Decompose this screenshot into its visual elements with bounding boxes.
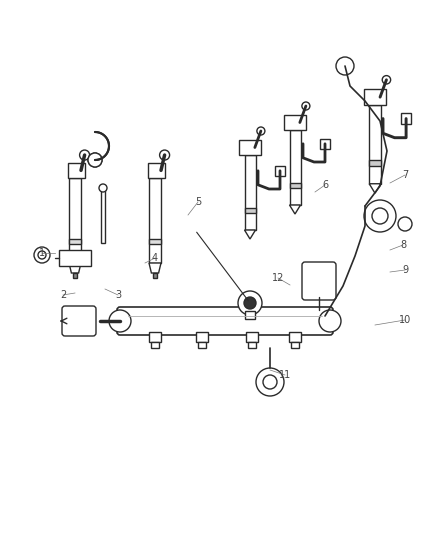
- Text: 2: 2: [60, 290, 66, 300]
- Circle shape: [319, 310, 341, 332]
- Circle shape: [159, 150, 170, 160]
- Text: 3: 3: [115, 290, 121, 300]
- Circle shape: [88, 153, 102, 167]
- Text: 1: 1: [39, 248, 45, 258]
- Bar: [364, 89, 386, 105]
- Bar: [239, 140, 261, 155]
- Bar: [246, 332, 258, 342]
- Bar: [320, 139, 330, 149]
- Bar: [149, 239, 161, 244]
- Polygon shape: [149, 263, 161, 273]
- Bar: [148, 163, 165, 178]
- Text: 8: 8: [400, 240, 406, 250]
- Bar: [69, 178, 81, 263]
- Bar: [290, 182, 300, 188]
- Text: 12: 12: [272, 273, 284, 283]
- Polygon shape: [244, 230, 255, 239]
- Bar: [68, 163, 85, 178]
- Bar: [153, 273, 157, 278]
- Circle shape: [38, 251, 46, 259]
- Text: 5: 5: [195, 197, 201, 207]
- Bar: [151, 342, 159, 348]
- Bar: [149, 178, 161, 263]
- Bar: [290, 130, 300, 205]
- Bar: [244, 155, 255, 230]
- Circle shape: [34, 247, 50, 263]
- Circle shape: [88, 153, 102, 167]
- Bar: [149, 332, 161, 342]
- Bar: [245, 311, 255, 319]
- Bar: [101, 188, 105, 243]
- Circle shape: [257, 127, 265, 135]
- Bar: [198, 342, 206, 348]
- Circle shape: [398, 217, 412, 231]
- Text: 10: 10: [399, 315, 411, 325]
- FancyBboxPatch shape: [302, 262, 336, 300]
- FancyBboxPatch shape: [62, 306, 96, 336]
- Text: 9: 9: [402, 265, 408, 275]
- Text: 7: 7: [402, 170, 408, 180]
- Circle shape: [80, 150, 90, 160]
- Circle shape: [109, 310, 131, 332]
- Bar: [369, 105, 381, 184]
- Text: 4: 4: [152, 253, 158, 263]
- Text: 11: 11: [279, 370, 291, 380]
- Bar: [291, 342, 299, 348]
- Circle shape: [364, 200, 396, 232]
- Text: 6: 6: [322, 180, 328, 190]
- Bar: [289, 332, 301, 342]
- Circle shape: [302, 102, 310, 110]
- Circle shape: [256, 368, 284, 396]
- Circle shape: [336, 57, 354, 75]
- Circle shape: [382, 76, 391, 84]
- Polygon shape: [290, 205, 300, 214]
- Bar: [69, 239, 81, 244]
- Polygon shape: [369, 184, 381, 193]
- Bar: [369, 160, 381, 166]
- Bar: [59, 250, 91, 266]
- Bar: [196, 332, 208, 342]
- Circle shape: [244, 297, 256, 309]
- Circle shape: [263, 375, 277, 389]
- Bar: [73, 273, 77, 278]
- Bar: [284, 115, 306, 130]
- Bar: [275, 166, 285, 176]
- Bar: [401, 114, 411, 124]
- Circle shape: [372, 208, 388, 224]
- Bar: [244, 207, 255, 213]
- Polygon shape: [69, 263, 81, 273]
- Circle shape: [99, 184, 107, 192]
- Circle shape: [238, 291, 262, 315]
- Bar: [248, 342, 256, 348]
- FancyBboxPatch shape: [117, 307, 333, 335]
